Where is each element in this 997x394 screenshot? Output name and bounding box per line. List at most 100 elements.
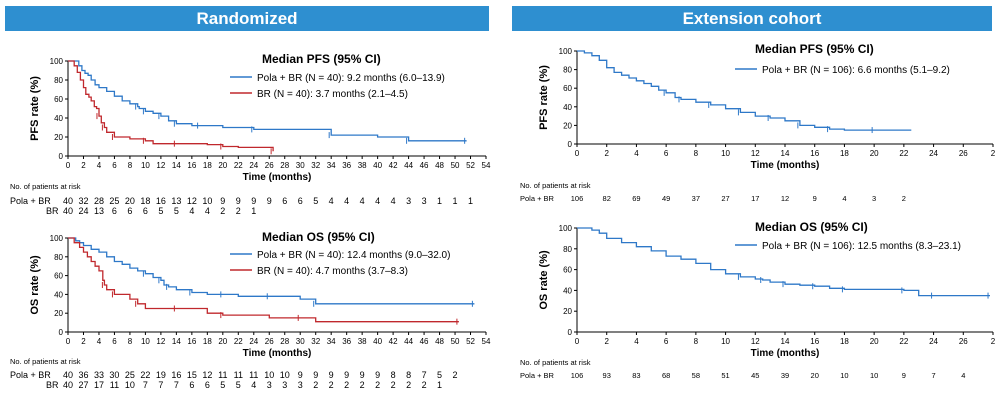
y-tick-label: 0	[568, 328, 573, 337]
at-risk-count: 9	[236, 196, 241, 206]
at-risk-count: 2	[313, 380, 318, 390]
y-tick-label: 20	[563, 307, 572, 316]
at-risk-count: 2	[220, 206, 225, 216]
x-tick-label: 10	[141, 337, 150, 346]
y-tick-label: 20	[563, 121, 572, 130]
at-risk-count: 5	[313, 196, 318, 206]
y-tick-label: 80	[563, 245, 572, 254]
at-risk-count: 3	[422, 196, 427, 206]
x-tick-label: 10	[141, 161, 150, 170]
legend-label: Pola + BR (N = 106): 6.6 months (5.1–9.2…	[762, 65, 950, 76]
at-risk-count: 5	[174, 206, 179, 216]
at-risk-count: 7	[931, 371, 935, 380]
at-risk-count: 7	[143, 380, 148, 390]
at-risk-count: 1	[453, 196, 458, 206]
at-risk-count: 2	[422, 380, 427, 390]
x-tick-label: 14	[172, 337, 181, 346]
x-tick-label: 6	[664, 149, 669, 158]
at-risk-count: 1	[468, 196, 473, 206]
y-tick-label: 20	[54, 309, 63, 318]
x-tick-label: 24	[929, 149, 938, 158]
x-tick-label: 4	[634, 337, 639, 346]
x-tick-label: 44	[404, 161, 413, 170]
legend-label: BR (N = 40): 4.7 months (3.7–8.3)	[257, 266, 408, 277]
at-risk-count: 28	[94, 196, 104, 206]
at-risk-count: 3	[872, 194, 876, 203]
at-risk-count: 8	[406, 370, 411, 380]
at-risk-count: 17	[751, 194, 759, 203]
header-randomized: Randomized	[5, 6, 489, 31]
x-tick-label: 16	[187, 161, 196, 170]
y-tick-label: 40	[563, 286, 572, 295]
at-risk-count: 32	[78, 196, 88, 206]
x-tick-label: 24	[249, 337, 258, 346]
at-risk-count: 9	[313, 370, 318, 380]
at-risk-count: 4	[251, 380, 256, 390]
x-tick-label: 2	[81, 337, 86, 346]
at-risk-count: 11	[110, 380, 119, 390]
x-tick-label: 52	[466, 161, 475, 170]
at-risk-count: 45	[751, 371, 759, 380]
at-risk-count: 12	[187, 196, 197, 206]
legend-title: Median OS (95% CI)	[755, 220, 868, 234]
x-tick-label: 40	[373, 161, 382, 170]
at-risk-count: 17	[94, 380, 104, 390]
x-tick-label: 0	[66, 337, 71, 346]
y-tick-label: 0	[59, 328, 64, 337]
at-risk-count: 37	[692, 194, 700, 203]
x-tick-label: 6	[664, 337, 669, 346]
x-tick-label: 20	[870, 149, 879, 158]
x-tick-label: 2	[604, 337, 609, 346]
at-risk-count: 2	[375, 380, 380, 390]
x-tick-label: 12	[156, 161, 165, 170]
x-tick-label: 26	[265, 337, 274, 346]
x-tick-label: 28	[280, 161, 289, 170]
at-risk-count: 11	[234, 370, 243, 380]
at-risk-count: 11	[218, 370, 227, 380]
at-risk-count: 16	[156, 196, 166, 206]
x-tick-label: 18	[840, 149, 849, 158]
at-risk-row-label: BR	[46, 380, 59, 390]
x-tick-label: 8	[694, 337, 699, 346]
x-tick-label: 42	[389, 337, 398, 346]
x-tick-label: 14	[781, 149, 790, 158]
at-risk-count: 30	[109, 370, 119, 380]
at-risk-count: 83	[632, 371, 640, 380]
at-risk-count: 82	[603, 194, 611, 203]
at-risk-count: 9	[360, 370, 365, 380]
at-risk-count: 1	[437, 380, 442, 390]
y-axis-label: OS rate (%)	[29, 255, 41, 315]
x-tick-label: 22	[234, 337, 243, 346]
x-tick-label: 38	[358, 337, 367, 346]
x-tick-label: 4	[97, 337, 102, 346]
x-tick-label: 16	[187, 337, 196, 346]
at-risk-count: 9	[329, 370, 334, 380]
at-risk-count: 7	[174, 380, 179, 390]
y-tick-label: 100	[559, 224, 573, 233]
x-tick-label: 50	[451, 161, 460, 170]
at-risk-count: 27	[721, 194, 729, 203]
at-risk-count: 9	[375, 370, 380, 380]
y-tick-label: 0	[568, 140, 573, 149]
at-risk-count: 39	[781, 371, 789, 380]
at-risk-row-label: Pola + BR	[10, 196, 51, 206]
at-risk-count: 2	[406, 380, 411, 390]
km-curve-pola-br	[68, 237, 475, 305]
at-risk-count: 4	[391, 196, 396, 206]
x-tick-label: 36	[342, 337, 351, 346]
at-risk-title: No. of patients at risk	[10, 357, 81, 366]
x-tick-label: 26	[959, 149, 968, 158]
x-tick-label: 16	[810, 149, 819, 158]
at-risk-count: 10	[264, 370, 274, 380]
y-tick-label: 60	[563, 266, 572, 275]
x-tick-label: 20	[218, 161, 227, 170]
at-risk-title: No. of patients at risk	[10, 182, 81, 191]
at-risk-count: 4	[189, 206, 194, 216]
at-risk-count: 18	[140, 196, 150, 206]
at-risk-count: 13	[94, 206, 104, 216]
x-tick-label: 18	[840, 337, 849, 346]
at-risk-count: 20	[811, 371, 819, 380]
